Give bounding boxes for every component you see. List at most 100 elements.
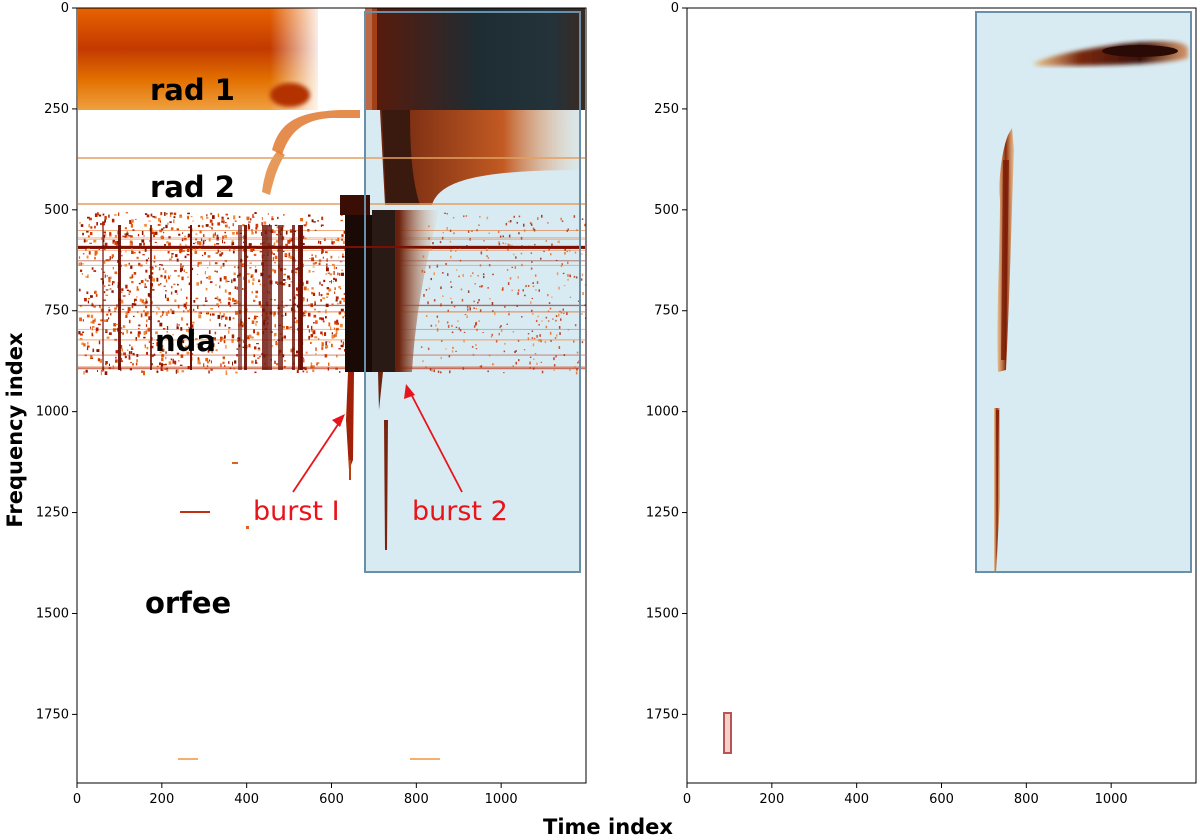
- nda-noise-dot: [558, 240, 560, 244]
- nda-noise-dot: [148, 316, 151, 320]
- nda-noise-dot: [251, 291, 253, 294]
- nda-noise-dot: [182, 265, 184, 268]
- nda-noise-dot: [193, 300, 196, 303]
- nda-noise-dot: [105, 361, 108, 364]
- nda-noise-dot: [474, 283, 476, 285]
- nda-noise-dot: [126, 289, 129, 291]
- nda-noise-dot: [92, 325, 95, 328]
- nda-noise-dot: [473, 300, 475, 303]
- nda-noise-dot: [504, 243, 507, 245]
- nda-noise-dot: [157, 320, 160, 323]
- nda-noise-dot: [176, 293, 178, 295]
- nda-noise-dot: [234, 286, 237, 289]
- nda-noise-dot: [248, 279, 250, 283]
- nda-noise-dot: [78, 256, 81, 259]
- nda-noise-dot: [90, 355, 93, 359]
- nda-noise-dot: [534, 353, 537, 355]
- nda-noise-dot: [521, 316, 523, 318]
- nda-noise-dot: [100, 371, 102, 376]
- nda-noise-dot: [251, 360, 254, 364]
- nda-noise-dot: [131, 241, 133, 246]
- nda-noise-dot: [553, 364, 556, 367]
- right-xtick-label: 600: [929, 792, 954, 807]
- nda-noise-dot: [197, 262, 201, 265]
- nda-noise-dot: [475, 344, 477, 346]
- nda-noise-dot: [257, 347, 261, 349]
- nda-noise-dot: [208, 275, 211, 280]
- nda-noise-dot: [205, 287, 208, 291]
- nda-noise-dot: [517, 292, 519, 295]
- nda-noise-dot: [116, 240, 119, 245]
- nda-noise-dot: [105, 233, 107, 237]
- nda-noise-dot: [207, 360, 209, 364]
- nda-noise-dot: [337, 302, 339, 305]
- nda-noise-dot: [534, 274, 537, 277]
- annotation-burst2: burst 2: [412, 496, 508, 527]
- nda-noise-dot: [136, 359, 138, 363]
- nda-noise-dot: [95, 330, 98, 334]
- nda-noise-dot: [320, 294, 323, 297]
- nda-noise-dot: [192, 324, 194, 328]
- nda-noise-dot: [257, 357, 260, 359]
- nda-noise-dot: [432, 242, 434, 245]
- nda-noise-dot: [567, 274, 569, 277]
- nda-noise-dot: [181, 370, 185, 373]
- nda-noise-dot: [321, 342, 324, 347]
- nda-noise-dot: [315, 320, 318, 324]
- nda-noise-dot: [338, 256, 340, 258]
- band-label-rad2: rad 2: [150, 170, 235, 204]
- nda-noise-dot: [554, 337, 557, 339]
- nda-noise-dot: [221, 252, 224, 255]
- nda-noise-dot: [253, 329, 255, 334]
- nda-noise-dot: [99, 306, 101, 309]
- nda-noise-dot: [307, 325, 309, 328]
- nda-noise-dot: [169, 214, 172, 217]
- nda-noise-dot: [569, 296, 572, 298]
- nda-noise-dot: [273, 311, 276, 316]
- nda-noise-dot: [259, 356, 261, 358]
- nda-noise-dot: [538, 289, 540, 292]
- nda-noise-dot: [303, 224, 307, 227]
- nda-noise-dot: [232, 250, 235, 254]
- nda-noise-dot: [156, 306, 158, 309]
- nda-noise-dot: [252, 247, 255, 251]
- nda-noise-dot: [303, 297, 305, 300]
- nda-noise-dot: [308, 329, 310, 333]
- nda-noise-dot: [224, 324, 227, 327]
- nda-noise-dot: [222, 356, 225, 359]
- nda-noise-dot: [436, 315, 439, 318]
- nda-noise-dot: [164, 368, 167, 370]
- nda-noise-dot: [128, 356, 131, 360]
- nda-noise-dot: [231, 244, 233, 247]
- nda-noise-dot: [327, 272, 331, 274]
- nda-noise-dot: [121, 348, 123, 352]
- nda-noise-dot: [234, 220, 237, 222]
- nda-noise-dot: [333, 265, 335, 270]
- nda-noise-dot: [122, 325, 126, 329]
- nda-noise-dot: [541, 370, 544, 374]
- nda-noise-dot: [158, 307, 160, 310]
- nda-noise-dot: [121, 352, 123, 356]
- nda-noise-dot: [475, 308, 478, 310]
- nda-noise-dot: [176, 323, 178, 328]
- nda-noise-dot: [209, 261, 211, 266]
- arrowhead-burst2: [404, 384, 415, 399]
- nda-noise-dot: [135, 337, 137, 341]
- nda-noise-dot: [312, 292, 316, 296]
- nda-noise-dot: [195, 233, 198, 235]
- nda-noise-dot: [333, 277, 335, 280]
- nda-noise-dot: [287, 275, 290, 279]
- nda-noise-dot: [562, 308, 564, 311]
- left-x-ticks: 0 200 400 600 800 1000: [73, 783, 518, 807]
- nda-noise-dot: [128, 235, 131, 237]
- nda-noise-dot: [139, 298, 142, 302]
- nda-noise-dot: [82, 319, 84, 322]
- nda-noise-dot: [233, 272, 236, 275]
- nda-noise-dot: [270, 229, 274, 233]
- nda-noise-dot: [200, 280, 202, 284]
- nda-noise-dot: [478, 299, 480, 302]
- nda-noise-dot: [197, 360, 201, 365]
- nda-noise-dot: [78, 262, 81, 266]
- nda-noise-dot: [333, 327, 335, 330]
- nda-noise-dot: [160, 345, 162, 349]
